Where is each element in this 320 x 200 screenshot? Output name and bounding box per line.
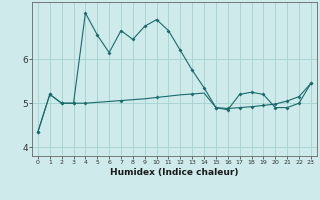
X-axis label: Humidex (Indice chaleur): Humidex (Indice chaleur)	[110, 168, 239, 177]
